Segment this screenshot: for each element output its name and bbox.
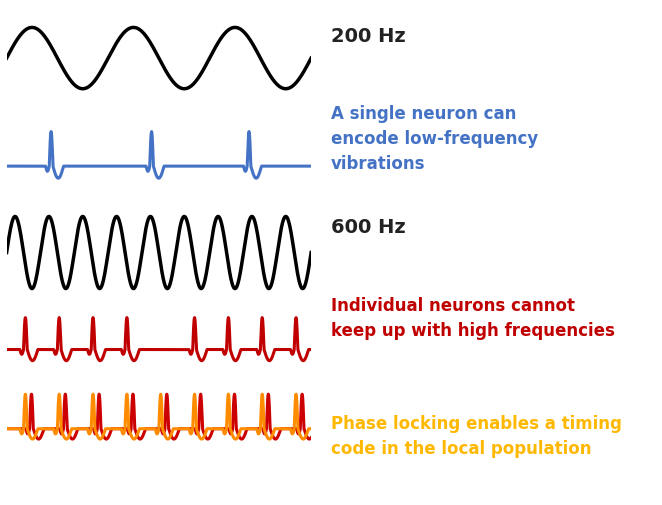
Text: Phase locking enables a timing
code in the local population: Phase locking enables a timing code in t… (331, 415, 622, 459)
Text: 200 Hz: 200 Hz (331, 27, 406, 46)
Text: 600 Hz: 600 Hz (331, 218, 406, 237)
Text: A single neuron can
encode low-frequency
vibrations: A single neuron can encode low-frequency… (331, 105, 538, 173)
Text: Individual neurons cannot
keep up with high frequencies: Individual neurons cannot keep up with h… (331, 296, 615, 340)
